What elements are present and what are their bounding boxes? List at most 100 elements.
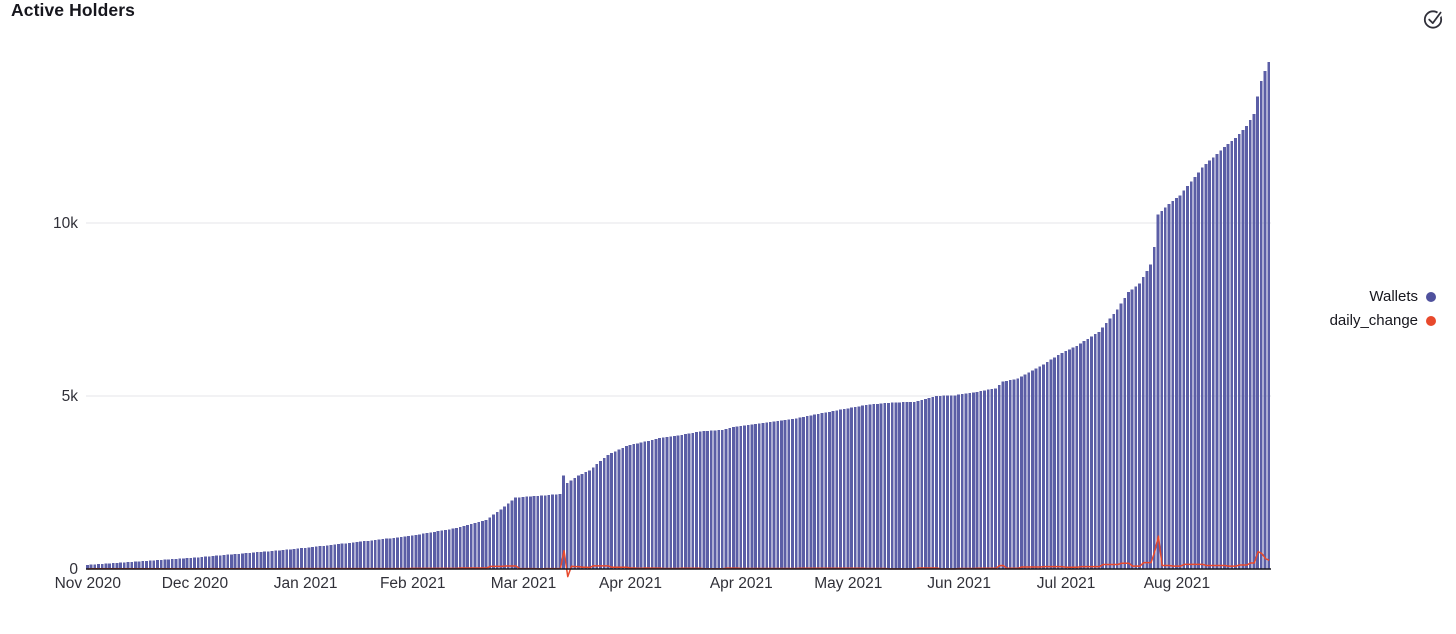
wallet-bar[interactable] [990, 389, 994, 569]
wallet-bar[interactable] [680, 434, 684, 569]
wallet-bar[interactable] [359, 541, 362, 569]
wallet-bar[interactable] [643, 441, 647, 569]
wallet-bar[interactable] [1012, 379, 1016, 569]
wallet-bar[interactable] [307, 547, 311, 569]
wallet-bar[interactable] [975, 391, 979, 569]
wallet-bar[interactable] [425, 533, 429, 569]
wallet-bar[interactable] [576, 475, 580, 569]
wallet-bar[interactable] [1045, 362, 1049, 569]
wallet-bar[interactable] [1160, 210, 1164, 569]
wallet-bar[interactable] [1101, 327, 1104, 569]
wallet-bar[interactable] [277, 550, 281, 569]
wallet-bar[interactable] [410, 535, 414, 569]
wallet-bar[interactable] [543, 495, 547, 569]
wallet-bar[interactable] [628, 445, 632, 569]
wallet-bar[interactable] [211, 555, 215, 569]
wallet-bar[interactable] [853, 406, 857, 569]
wallet-bar[interactable] [1156, 214, 1160, 569]
wallet-bar[interactable] [768, 422, 772, 569]
wallet-bar[interactable] [503, 506, 506, 569]
wallet-bar[interactable] [842, 409, 846, 569]
wallet-bar[interactable] [108, 563, 111, 569]
wallet-bar[interactable] [709, 430, 713, 569]
wallet-bar[interactable] [1016, 378, 1020, 569]
wallet-bar[interactable] [876, 403, 879, 569]
wallet-bar[interactable] [1053, 357, 1056, 569]
wallet-bar[interactable] [318, 546, 322, 569]
wallet-bar[interactable] [104, 563, 108, 569]
wallet-bar[interactable] [241, 553, 244, 569]
wallet-bar[interactable] [351, 542, 355, 569]
wallet-bar[interactable] [1008, 380, 1012, 569]
wallet-bar[interactable] [1259, 81, 1263, 569]
wallet-bar[interactable] [647, 440, 650, 569]
wallet-bar[interactable] [983, 390, 986, 569]
wallet-bar[interactable] [167, 559, 170, 569]
wallet-bar[interactable] [717, 430, 721, 569]
wallet-bar[interactable] [798, 417, 802, 569]
wallet-bar[interactable] [100, 563, 104, 569]
wallet-bar[interactable] [931, 396, 935, 569]
wallet-bar[interactable] [1215, 153, 1219, 570]
wallet-bar[interactable] [385, 538, 388, 569]
wallet-bar[interactable] [912, 401, 916, 569]
wallet-bar[interactable] [669, 436, 673, 569]
wallet-bar[interactable] [1104, 322, 1108, 569]
wallet-bar[interactable] [1141, 277, 1145, 569]
wallet-bar[interactable] [960, 394, 964, 569]
wallet-bar[interactable] [170, 559, 174, 569]
wallet-bar[interactable] [399, 537, 403, 569]
wallet-bar[interactable] [1086, 338, 1090, 569]
wallet-bar[interactable] [558, 493, 562, 569]
wallet-bar[interactable] [957, 394, 960, 569]
wallet-bar[interactable] [761, 422, 765, 569]
wallet-bar[interactable] [414, 534, 418, 569]
wallet-bar[interactable] [805, 416, 809, 569]
wallet-bar[interactable] [1197, 172, 1200, 569]
wallet-bar[interactable] [909, 401, 913, 569]
wallet-bar[interactable] [333, 544, 337, 570]
wallet-bar[interactable] [488, 517, 492, 569]
wallet-bar[interactable] [720, 429, 724, 569]
wallet-bar[interactable] [1097, 331, 1101, 569]
wallet-bar[interactable] [477, 521, 481, 569]
wallet-bar[interactable] [739, 425, 743, 569]
wallet-bar[interactable] [846, 408, 850, 569]
wallet-bar[interactable] [1189, 181, 1193, 570]
wallet-bar[interactable] [997, 384, 1001, 569]
wallet-bar[interactable] [562, 475, 565, 569]
wallet-bar[interactable] [126, 562, 130, 569]
wallet-bar[interactable] [255, 552, 259, 569]
wallet-bar[interactable] [1152, 247, 1156, 569]
wallet-bar[interactable] [469, 523, 473, 569]
wallet-bar[interactable] [1108, 318, 1112, 569]
wallet-bar[interactable] [281, 549, 285, 569]
wallet-bar[interactable] [300, 548, 303, 569]
wallet-bar[interactable] [1178, 195, 1182, 569]
wallet-bar[interactable] [89, 564, 93, 569]
wallet-bar[interactable] [595, 464, 599, 569]
wallet-bar[interactable] [388, 538, 392, 569]
wallet-bar[interactable] [466, 524, 470, 569]
wallet-bar[interactable] [270, 550, 274, 569]
wallet-bar[interactable] [458, 527, 462, 569]
wallet-bar[interactable] [602, 457, 606, 569]
wallet-bar[interactable] [695, 432, 698, 569]
wallet-bar[interactable] [820, 413, 824, 569]
wallet-bar[interactable] [1186, 186, 1189, 569]
wallet-bar[interactable] [639, 442, 643, 569]
wallet-bar[interactable] [137, 561, 141, 569]
wallet-bar[interactable] [1267, 62, 1271, 570]
wallet-bar[interactable] [839, 409, 842, 569]
wallet-bar[interactable] [130, 561, 134, 569]
wallet-bar[interactable] [632, 444, 636, 569]
wallet-bar[interactable] [610, 453, 613, 569]
wallet-bar[interactable] [1056, 355, 1060, 569]
wallet-bar[interactable] [133, 561, 137, 569]
wallet-bar[interactable] [178, 558, 182, 569]
wallet-bar[interactable] [1001, 381, 1005, 569]
wallet-bar[interactable] [665, 437, 669, 569]
wallet-bar[interactable] [898, 402, 901, 569]
wallet-bar[interactable] [1256, 96, 1260, 570]
wallet-bar[interactable] [1234, 138, 1237, 570]
